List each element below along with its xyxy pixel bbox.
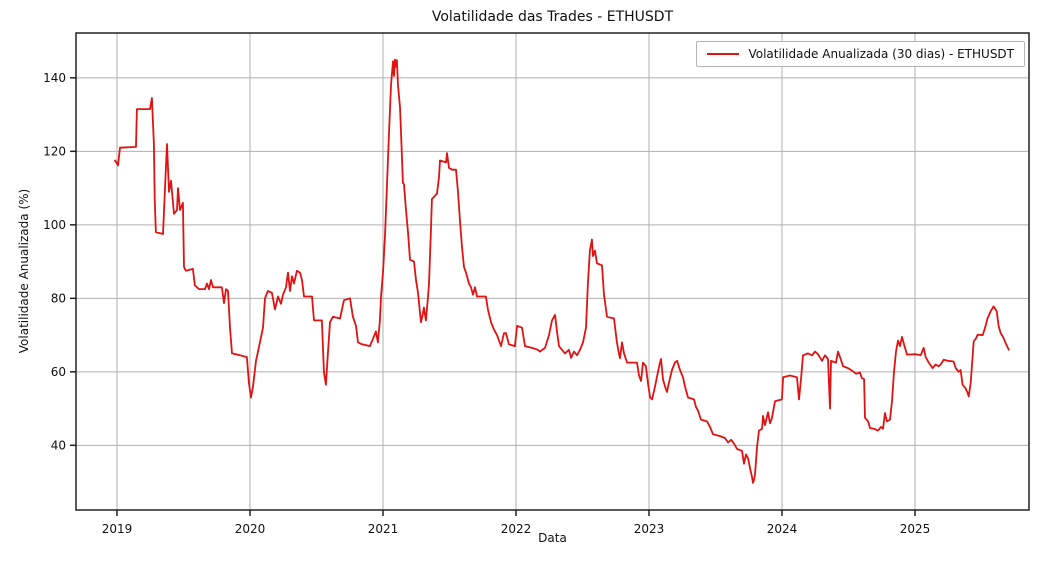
y-tick-label: 60	[51, 365, 66, 379]
legend-line-sample	[707, 53, 740, 55]
y-tick-label: 140	[43, 71, 66, 85]
x-tick-label: 2023	[634, 522, 665, 536]
y-tick-label: 40	[51, 438, 66, 452]
legend: Volatilidade Anualizada (30 dias) - ETHU…	[696, 41, 1025, 67]
x-tick-label: 2025	[900, 522, 931, 536]
x-axis-label: Data	[538, 531, 567, 545]
y-tick-label: 120	[43, 144, 66, 158]
chart-title: Volatilidade das Trades - ETHUSDT	[431, 9, 674, 25]
x-tick-label: 2022	[501, 522, 532, 536]
y-tick-label: 100	[43, 218, 66, 232]
x-tick-label: 2020	[235, 522, 266, 536]
x-tick-label: 2021	[368, 522, 399, 536]
volatility-line	[114, 58, 1010, 484]
y-tick-label: 80	[51, 291, 66, 305]
x-tick-label: 2019	[102, 522, 133, 536]
legend-label: Volatilidade Anualizada (30 dias) - ETHU…	[748, 47, 1014, 61]
x-tick-label: 2024	[767, 522, 798, 536]
axes-border	[75, 32, 1030, 511]
